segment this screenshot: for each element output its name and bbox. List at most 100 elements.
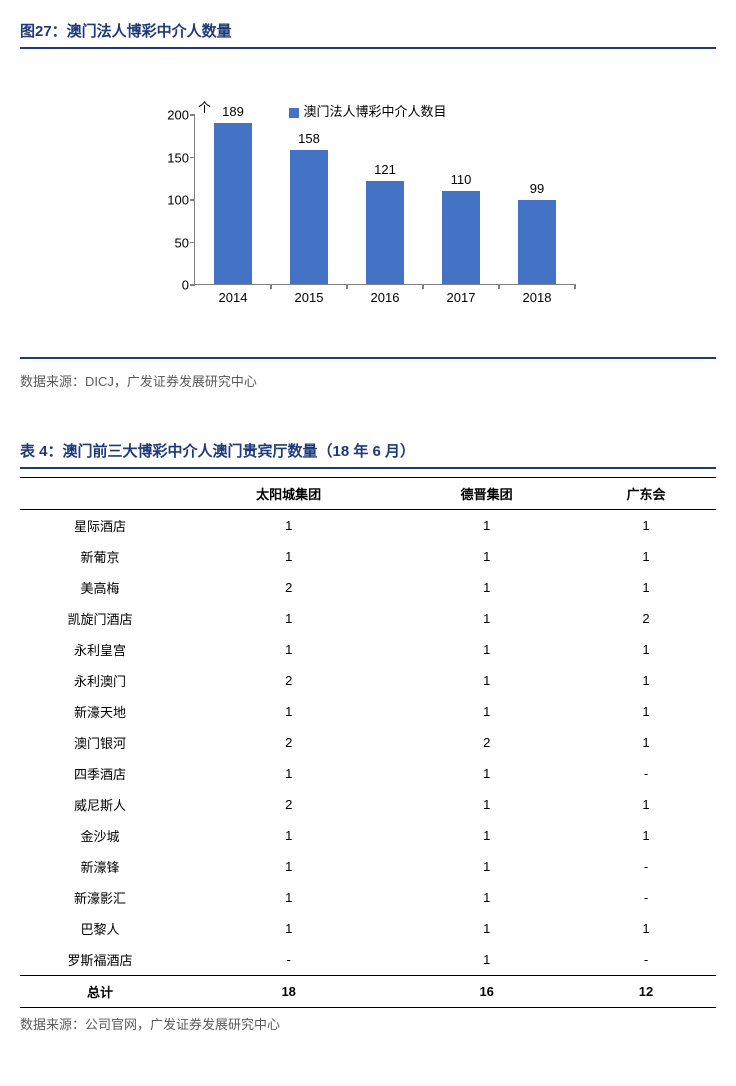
table-cell: 1 xyxy=(397,634,576,665)
table-col-header: 太阳城集团 xyxy=(180,478,397,510)
bar-value-label: 121 xyxy=(374,162,396,177)
table-cell: 1 xyxy=(180,603,397,634)
table4: 太阳城集团德晋集团广东会 星际酒店111新葡京111美高梅211凯旋门酒店112… xyxy=(20,477,716,1008)
table-cell: 1 xyxy=(397,851,576,882)
table-cell: 1 xyxy=(397,758,576,789)
table-header-row: 太阳城集团德晋集团广东会 xyxy=(20,478,716,510)
table4-wrap: 表 4：澳门前三大博彩中介人澳门贵宾厅数量（18 年 6 月） 太阳城集团德晋集… xyxy=(20,440,716,1043)
ytick-mark xyxy=(190,284,195,286)
bar: 189 xyxy=(214,123,252,284)
table-cell: 永利澳门 xyxy=(20,665,180,696)
fig27-chart-wrap: 个 05010015020018920141582015121201611020… xyxy=(20,57,716,359)
ytick-mark xyxy=(190,199,195,201)
table-row: 凯旋门酒店112 xyxy=(20,603,716,634)
table-body: 星际酒店111新葡京111美高梅211凯旋门酒店112永利皇宫111永利澳门21… xyxy=(20,510,716,1008)
table-cell: 1 xyxy=(397,913,576,944)
table-cell: 罗斯福酒店 xyxy=(20,944,180,976)
ytick-label: 0 xyxy=(182,278,189,293)
table-col-header: 德晋集团 xyxy=(397,478,576,510)
table-cell: 1 xyxy=(397,696,576,727)
table-cell: - xyxy=(576,758,716,789)
bar: 121 xyxy=(366,181,404,284)
table-cell: - xyxy=(576,882,716,913)
ytick-label: 200 xyxy=(167,108,189,123)
table-row: 巴黎人111 xyxy=(20,913,716,944)
table-total-cell: 18 xyxy=(180,976,397,1008)
table-col-header: 广东会 xyxy=(576,478,716,510)
table-cell: 星际酒店 xyxy=(20,510,180,542)
table-row: 新濠锋11- xyxy=(20,851,716,882)
table-total-cell: 总计 xyxy=(20,976,180,1008)
table-cell: 1 xyxy=(576,634,716,665)
bar: 110 xyxy=(442,191,480,285)
plot-area: 0501001502001892014158201512120161102017… xyxy=(194,115,574,285)
table4-title: 表 4：澳门前三大博彩中介人澳门贵宾厅数量（18 年 6 月） xyxy=(20,440,716,469)
table-row: 新濠影汇11- xyxy=(20,882,716,913)
bar: 99 xyxy=(518,200,556,284)
xtick-label: 2018 xyxy=(523,290,552,305)
table-cell: 1 xyxy=(180,510,397,542)
bar-value-label: 99 xyxy=(530,181,544,196)
table-cell: 新濠天地 xyxy=(20,696,180,727)
table-cell: 金沙城 xyxy=(20,820,180,851)
table-total-cell: 16 xyxy=(397,976,576,1008)
table-row: 澳门银河221 xyxy=(20,727,716,758)
table-col-header xyxy=(20,478,180,510)
table-cell: 新濠锋 xyxy=(20,851,180,882)
ytick-label: 100 xyxy=(167,193,189,208)
table-cell: 1 xyxy=(576,510,716,542)
table-cell: 新葡京 xyxy=(20,541,180,572)
table-cell: 2 xyxy=(180,727,397,758)
table-cell: 凯旋门酒店 xyxy=(20,603,180,634)
table-row: 永利澳门211 xyxy=(20,665,716,696)
table-row: 四季酒店11- xyxy=(20,758,716,789)
fig27-title: 图27：澳门法人博彩中介人数量 xyxy=(20,20,716,49)
table-cell: 1 xyxy=(180,541,397,572)
ytick-label: 150 xyxy=(167,150,189,165)
table-cell: 1 xyxy=(397,665,576,696)
table-cell: 1 xyxy=(397,572,576,603)
table-cell: 2 xyxy=(180,789,397,820)
table-cell: 1 xyxy=(576,727,716,758)
table-cell: 2 xyxy=(180,665,397,696)
table-cell: 四季酒店 xyxy=(20,758,180,789)
table-cell: 1 xyxy=(180,913,397,944)
table-cell: 巴黎人 xyxy=(20,913,180,944)
table-cell: - xyxy=(576,944,716,976)
table-row: 永利皇宫111 xyxy=(20,634,716,665)
xtick-label: 2014 xyxy=(219,290,248,305)
table-cell: 1 xyxy=(576,913,716,944)
bar: 158 xyxy=(290,150,328,284)
table-cell: 2 xyxy=(576,603,716,634)
table-cell: 1 xyxy=(397,541,576,572)
xtick-mark xyxy=(270,284,272,289)
table-row: 金沙城111 xyxy=(20,820,716,851)
table-row: 星际酒店111 xyxy=(20,510,716,542)
table-cell: 2 xyxy=(180,572,397,603)
table-cell: 1 xyxy=(576,820,716,851)
ytick-mark xyxy=(190,157,195,159)
bar-value-label: 189 xyxy=(222,104,244,119)
table-total-cell: 12 xyxy=(576,976,716,1008)
table-cell: 1 xyxy=(180,758,397,789)
table-cell: 1 xyxy=(397,510,576,542)
table-cell: 1 xyxy=(180,696,397,727)
table-cell: - xyxy=(576,851,716,882)
table-cell: 1 xyxy=(180,851,397,882)
fig27-source: 数据来源：DICJ，广发证券发展研究中心 xyxy=(20,365,716,420)
table-cell: 1 xyxy=(576,665,716,696)
table-row: 美高梅211 xyxy=(20,572,716,603)
table-cell: - xyxy=(180,944,397,976)
xtick-mark xyxy=(422,284,424,289)
xtick-label: 2016 xyxy=(371,290,400,305)
table-row: 罗斯福酒店-1- xyxy=(20,944,716,976)
table-cell: 1 xyxy=(180,882,397,913)
fig27-chart: 个 05010015020018920141582015121201611020… xyxy=(128,101,608,341)
table-cell: 1 xyxy=(397,789,576,820)
table-row: 新濠天地111 xyxy=(20,696,716,727)
table4-source: 数据来源：公司官网，广发证券发展研究中心 xyxy=(20,1008,716,1043)
ytick-mark xyxy=(190,242,195,244)
table-row: 新葡京111 xyxy=(20,541,716,572)
table-cell: 1 xyxy=(576,696,716,727)
xtick-mark xyxy=(574,284,576,289)
